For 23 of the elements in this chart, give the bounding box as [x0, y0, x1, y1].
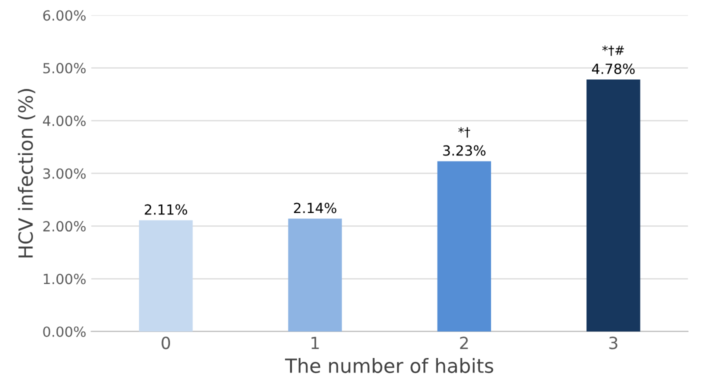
- data-label: 2.11%: [144, 204, 188, 215]
- y-tick-label: 6.00%: [43, 10, 86, 21]
- bar: [288, 218, 342, 332]
- y-tick-label: 2.00%: [43, 221, 86, 232]
- x-tick-label: 1: [312, 336, 319, 349]
- data-label: 3.23%: [443, 145, 486, 156]
- data-label: 4.78%: [592, 64, 635, 74]
- bar: [138, 220, 193, 332]
- y-tick-label: 1.00%: [44, 274, 86, 284]
- y-tick-label: 4.00%: [42, 116, 86, 126]
- x-axis-title: The number of habits: [285, 358, 494, 374]
- bar: [586, 80, 640, 332]
- x-tick-label: 0: [162, 336, 170, 350]
- x-tick-label: 2: [460, 336, 468, 349]
- y-tick-label: 5.00%: [43, 62, 86, 74]
- annotation: *†#: [602, 45, 624, 56]
- y-axis-title: HCV infection (%): [18, 89, 36, 258]
- y-tick-label: 3.00%: [43, 168, 86, 179]
- bar: [437, 161, 492, 332]
- annotation: *†: [458, 127, 470, 138]
- data-label: 2.14%: [294, 202, 336, 214]
- x-tick-label: 3: [609, 336, 618, 350]
- y-tick-label: 0.00%: [43, 326, 86, 337]
